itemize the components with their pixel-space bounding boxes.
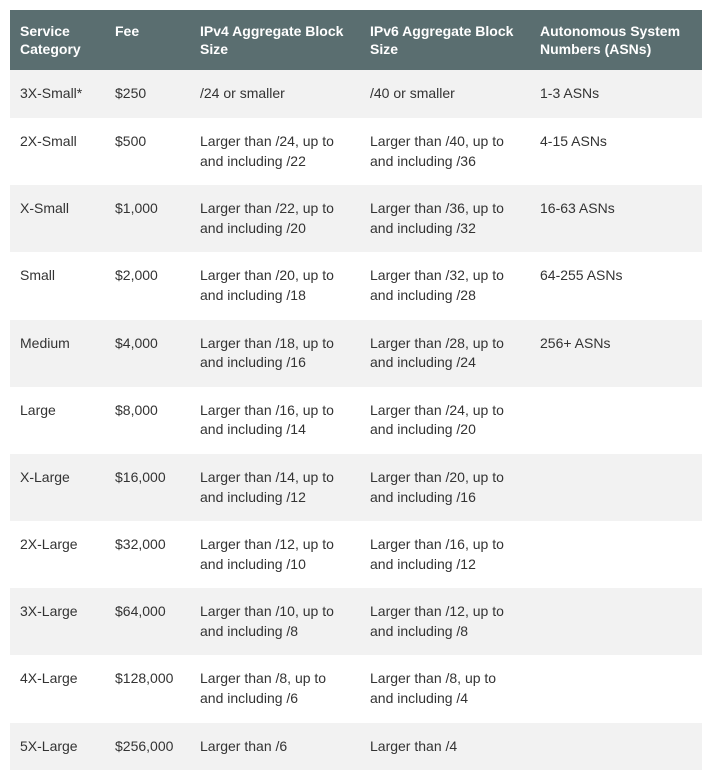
cell-cat: X-Small [10, 185, 105, 252]
table-row: Medium$4,000Larger than /18, up to and i… [10, 320, 702, 387]
cell-fee: $32,000 [105, 521, 190, 588]
cell-v6: Larger than /28, up to and including /24 [360, 320, 530, 387]
cell-v4: Larger than /10, up to and including /8 [190, 588, 360, 655]
col-header: Autonomous System Numbers (ASNs) [530, 10, 702, 70]
table-row: 3X-Large$64,000Larger than /10, up to an… [10, 588, 702, 655]
table-header: Service CategoryFeeIPv4 Aggregate Block … [10, 10, 702, 70]
cell-v4: Larger than /16, up to and including /14 [190, 387, 360, 454]
cell-cat: 5X-Large [10, 723, 105, 771]
cell-asn [530, 454, 702, 521]
cell-v6: Larger than /40, up to and including /36 [360, 118, 530, 185]
col-header: IPv4 Aggregate Block Size [190, 10, 360, 70]
col-header: Service Category [10, 10, 105, 70]
cell-cat: 3X-Large [10, 588, 105, 655]
table-row: Small$2,000Larger than /20, up to and in… [10, 252, 702, 319]
cell-v6: Larger than /24, up to and including /20 [360, 387, 530, 454]
cell-v4: Larger than /12, up to and including /10 [190, 521, 360, 588]
cell-fee: $250 [105, 70, 190, 118]
table-row: X-Small$1,000Larger than /22, up to and … [10, 185, 702, 252]
cell-v6: Larger than /12, up to and including /8 [360, 588, 530, 655]
cell-fee: $8,000 [105, 387, 190, 454]
fee-table: Service CategoryFeeIPv4 Aggregate Block … [10, 10, 702, 770]
cell-cat: Medium [10, 320, 105, 387]
cell-fee: $500 [105, 118, 190, 185]
cell-asn [530, 521, 702, 588]
cell-asn: 16-63 ASNs [530, 185, 702, 252]
cell-asn [530, 655, 702, 722]
cell-cat: Small [10, 252, 105, 319]
cell-asn [530, 723, 702, 771]
cell-cat: X-Large [10, 454, 105, 521]
cell-v6: /40 or smaller [360, 70, 530, 118]
table-row: 5X-Large$256,000Larger than /6Larger tha… [10, 723, 702, 771]
cell-v6: Larger than /32, up to and including /28 [360, 252, 530, 319]
cell-fee: $256,000 [105, 723, 190, 771]
cell-v4: Larger than /24, up to and including /22 [190, 118, 360, 185]
cell-v4: Larger than /14, up to and including /12 [190, 454, 360, 521]
col-header: Fee [105, 10, 190, 70]
cell-v6: Larger than /36, up to and including /32 [360, 185, 530, 252]
cell-v4: /24 or smaller [190, 70, 360, 118]
cell-cat: Large [10, 387, 105, 454]
table-body: 3X-Small*$250/24 or smaller/40 or smalle… [10, 70, 702, 770]
cell-v4: Larger than /6 [190, 723, 360, 771]
cell-v4: Larger than /8, up to and including /6 [190, 655, 360, 722]
cell-fee: $4,000 [105, 320, 190, 387]
cell-fee: $128,000 [105, 655, 190, 722]
cell-asn [530, 387, 702, 454]
cell-asn: 64-255 ASNs [530, 252, 702, 319]
cell-asn: 1-3 ASNs [530, 70, 702, 118]
table-row: 3X-Small*$250/24 or smaller/40 or smalle… [10, 70, 702, 118]
cell-cat: 3X-Small* [10, 70, 105, 118]
table-row: 2X-Small$500Larger than /24, up to and i… [10, 118, 702, 185]
cell-v6: Larger than /20, up to and including /16 [360, 454, 530, 521]
cell-v4: Larger than /20, up to and including /18 [190, 252, 360, 319]
cell-v6: Larger than /16, up to and including /12 [360, 521, 530, 588]
cell-asn: 256+ ASNs [530, 320, 702, 387]
cell-cat: 2X-Small [10, 118, 105, 185]
table-row: 2X-Large$32,000Larger than /12, up to an… [10, 521, 702, 588]
cell-fee: $2,000 [105, 252, 190, 319]
table-row: 4X-Large$128,000Larger than /8, up to an… [10, 655, 702, 722]
table-row: X-Large$16,000Larger than /14, up to and… [10, 454, 702, 521]
table-row: Large$8,000Larger than /16, up to and in… [10, 387, 702, 454]
cell-fee: $1,000 [105, 185, 190, 252]
cell-v4: Larger than /18, up to and including /16 [190, 320, 360, 387]
cell-v4: Larger than /22, up to and including /20 [190, 185, 360, 252]
cell-cat: 4X-Large [10, 655, 105, 722]
cell-v6: Larger than /8, up to and including /4 [360, 655, 530, 722]
cell-asn: 4-15 ASNs [530, 118, 702, 185]
cell-fee: $16,000 [105, 454, 190, 521]
col-header: IPv6 Aggregate Block Size [360, 10, 530, 70]
cell-fee: $64,000 [105, 588, 190, 655]
cell-asn [530, 588, 702, 655]
cell-v6: Larger than /4 [360, 723, 530, 771]
cell-cat: 2X-Large [10, 521, 105, 588]
